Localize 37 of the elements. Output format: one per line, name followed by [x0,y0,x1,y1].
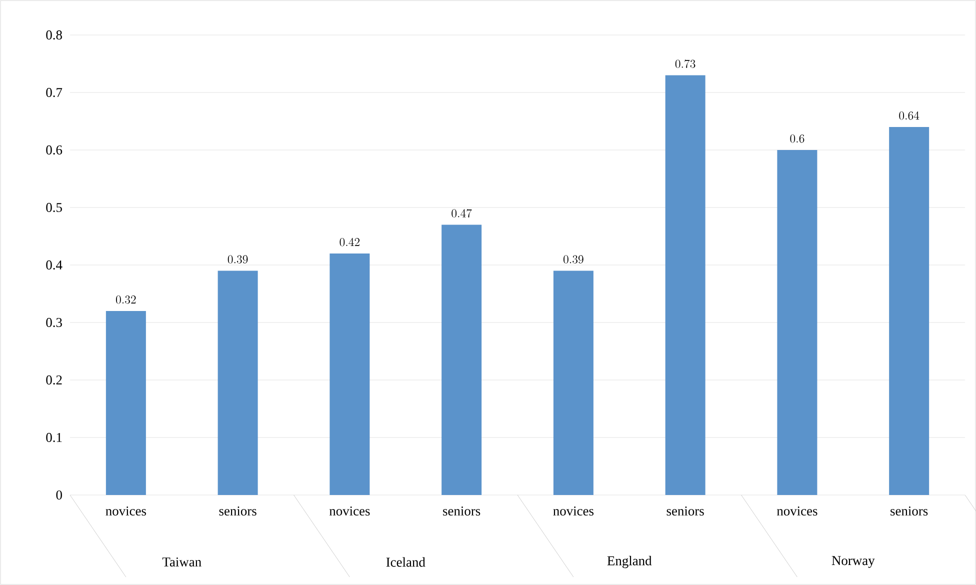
text: Iceland [386,557,426,567]
bar [106,311,146,495]
data-label: 0.39 [564,255,584,264]
bar [442,224,482,495]
text: Norway [832,556,875,568]
y-tick-label: 0 [56,490,62,500]
data-label: 0.42 [340,238,360,246]
x-tick-label: novices [329,506,370,516]
x-tick-label: seniors [890,506,928,516]
bar [665,75,706,495]
y-tick-label: 0.2 [46,375,62,385]
x-tick-label: seniors [443,506,480,516]
data-label: 0.32 [116,296,136,304]
bar [330,254,370,495]
text: England [607,556,652,568]
y-tick-label: 0.3 [46,318,62,328]
x-tick-label: seniors [666,506,704,516]
data-label: 0.47 [452,209,472,218]
x-tick-label: novices [776,506,818,516]
x-tick-label: seniors [219,506,256,516]
x-tick-label: novices [106,506,146,516]
y-tick-label: 0.1 [46,432,62,442]
text: Taiwan [162,557,202,567]
data-label: 0.73 [675,60,696,68]
y-tick-label: 0.4 [46,260,62,270]
x-tick-label: novices [553,506,594,516]
y-tick-label: 0.8 [46,30,62,40]
bar [777,150,818,495]
data-label: 0.6 [790,134,804,143]
bar [218,270,258,495]
bar [889,127,930,495]
data-label: 0.39 [228,255,248,264]
y-tick-label: 0.7 [46,88,62,98]
bar [553,270,594,495]
data-label: 0.64 [899,111,920,120]
y-tick-label: 0.6 [46,145,62,155]
y-tick-label: 0.5 [46,202,62,212]
